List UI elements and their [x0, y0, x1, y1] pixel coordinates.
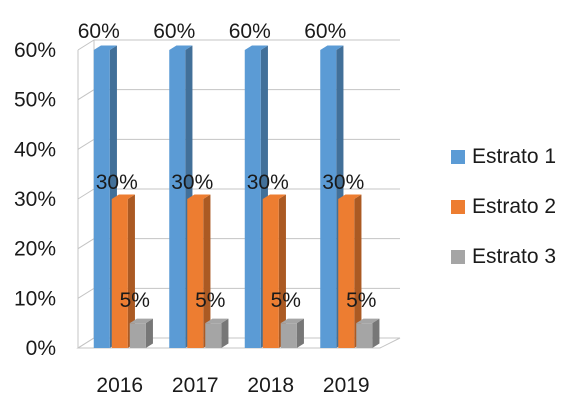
bar-front-face — [280, 323, 297, 348]
bar-side-face — [203, 194, 211, 348]
bar-side-face — [278, 194, 286, 348]
bar-front-face — [93, 50, 110, 348]
data-label: 60% — [229, 20, 271, 43]
bar-estrato-2-2019 — [338, 194, 362, 348]
bar-top-face — [280, 318, 304, 324]
legend-swatch — [451, 200, 465, 214]
y-tick-label: 20% — [14, 238, 56, 261]
legend-swatch — [451, 150, 465, 164]
bar-front-face — [320, 50, 337, 348]
gridline — [77, 138, 400, 150]
data-label: 30% — [171, 171, 213, 194]
bar-top-face — [205, 318, 229, 324]
x-tick-label: 2018 — [247, 374, 294, 397]
bar-top-face — [93, 45, 117, 50]
legend-label: Estrato 1 — [472, 145, 556, 168]
bar-top-face — [169, 45, 193, 50]
bar-estrato-3-2016 — [129, 318, 153, 348]
data-label: 5% — [271, 289, 301, 312]
bar-side-face — [145, 318, 153, 348]
x-tick-label: 2016 — [96, 374, 143, 397]
bar-estrato-3-2019 — [356, 318, 380, 348]
data-label: 5% — [120, 289, 150, 312]
bar-side-face — [372, 318, 380, 348]
bar-top-face — [320, 45, 344, 50]
bar-front-face — [129, 323, 146, 348]
x-tick-label: 2017 — [172, 374, 219, 397]
y-tick-label: 60% — [14, 39, 56, 62]
bar-top-face — [338, 194, 362, 199]
legend: Estrato 1 Estrato 2 Estrato 3 — [451, 145, 556, 268]
gridline — [77, 39, 400, 51]
bar-top-face — [187, 194, 211, 199]
data-labels: 60% 60% 60% 60% 30% 30% 30% 30% 5% 5% 5% 5% — [78, 20, 377, 312]
bar-side-face — [127, 194, 135, 348]
data-label: 60% — [153, 20, 195, 43]
bar-side-face — [354, 194, 362, 348]
bar-side-face — [296, 318, 304, 348]
y-axis-tick-labels: 0% 10% 20% 30% 40% 50% 60% — [14, 39, 56, 360]
bar-estrato-2-2016 — [111, 194, 135, 348]
y-tick-label: 10% — [14, 287, 56, 310]
bar-front-face — [338, 199, 355, 348]
bar-estrato-3-2018 — [280, 318, 304, 348]
bar-front-face — [111, 199, 128, 348]
bar-front-face — [262, 199, 279, 348]
bar-side-face — [221, 318, 229, 348]
gridline — [77, 89, 400, 101]
bars — [93, 45, 380, 348]
bar-front-face — [244, 50, 261, 348]
data-label: 30% — [322, 171, 364, 194]
data-label: 5% — [195, 289, 225, 312]
legend-label: Estrato 3 — [472, 245, 556, 268]
y-tick-label: 50% — [14, 89, 56, 112]
bar-front-face — [169, 50, 186, 348]
bar-estrato-2-2018 — [262, 194, 286, 348]
x-tick-label: 2019 — [323, 374, 370, 397]
y-tick-label: 30% — [14, 188, 56, 211]
data-label: 30% — [247, 171, 289, 194]
bar-estrato-2-2017 — [187, 194, 211, 348]
legend-swatch — [451, 250, 465, 264]
bar-front-face — [187, 199, 204, 348]
bar-top-face — [129, 318, 153, 324]
bar-top-face — [111, 194, 135, 199]
bar-top-face — [244, 45, 268, 50]
bar-estrato-3-2017 — [205, 318, 229, 348]
bar-top-face — [262, 194, 286, 199]
data-label: 30% — [96, 171, 138, 194]
x-axis-tick-labels: 2016 2017 2018 2019 — [96, 374, 369, 397]
data-label: 5% — [346, 289, 376, 312]
y-tick-label: 0% — [26, 337, 56, 360]
legend-label: Estrato 2 — [472, 195, 556, 218]
data-label: 60% — [304, 20, 346, 43]
data-label: 60% — [78, 20, 120, 43]
y-tick-label: 40% — [14, 138, 56, 161]
bar-top-face — [356, 318, 380, 324]
bar-front-face — [205, 323, 222, 348]
bar-front-face — [356, 323, 373, 348]
